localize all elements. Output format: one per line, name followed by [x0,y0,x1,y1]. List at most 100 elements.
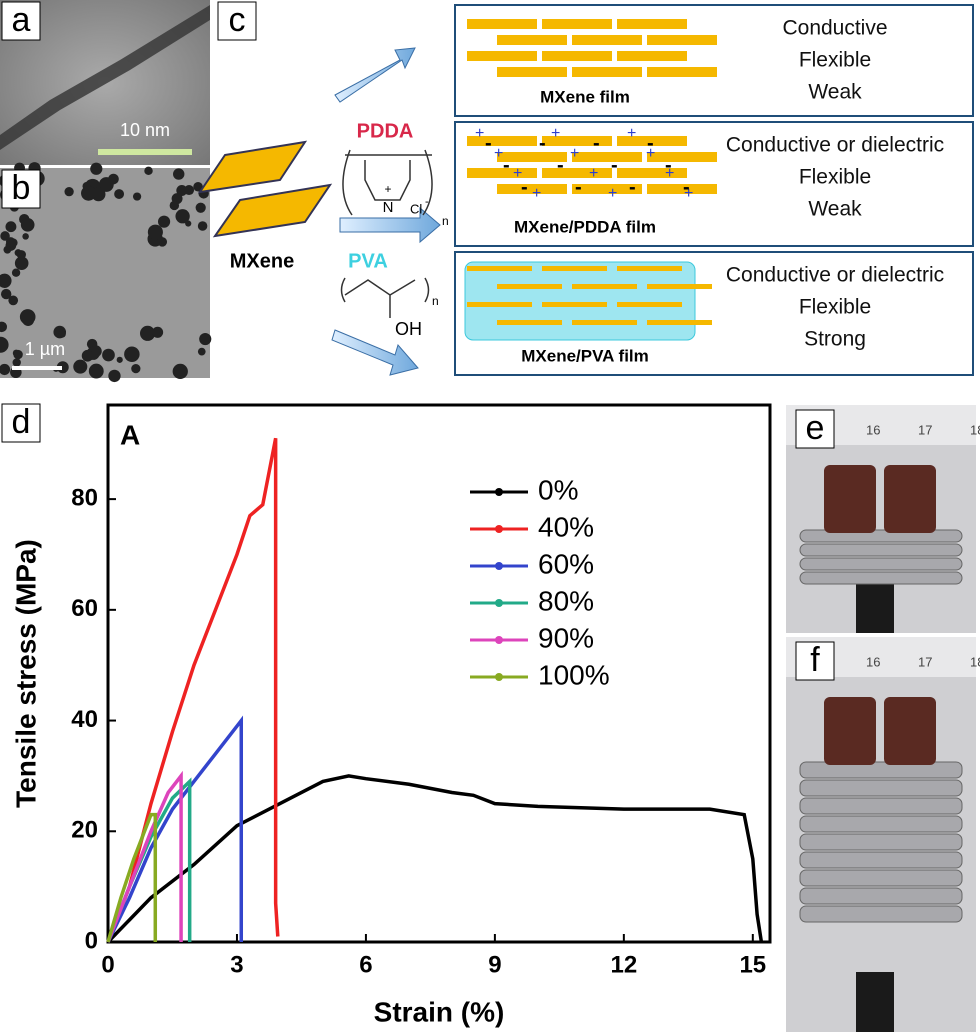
chem: n [442,214,449,228]
legend-marker [495,599,503,607]
pore [82,182,91,191]
rod [856,972,894,1032]
film-name: MXene/PVA film [521,346,649,365]
legend-marker [495,562,503,570]
scale-text: 10 nm [120,120,170,140]
flake [542,302,607,307]
charge: - [647,132,654,154]
flake [497,284,562,289]
film-property: Conductive [782,17,887,40]
flake [542,266,607,271]
charge: - [539,132,546,154]
pore [173,168,185,180]
panel-box [1,1,41,41]
flake [572,320,637,325]
chem: OH [395,319,422,339]
photos: 15161718e15161718f [786,405,980,1032]
panel-label: b [12,169,31,207]
flake [497,35,567,45]
panel-label: d [12,403,31,441]
film-property: Weak [808,81,862,104]
y-tick-label: 80 [71,484,98,511]
pore [88,363,104,379]
coin [799,869,963,887]
weight [824,465,876,533]
film-property: Conductive or dielectric [726,134,944,157]
flake [647,320,712,325]
pore [172,363,188,379]
flake [467,168,537,178]
charge: - [629,176,636,198]
coin [799,779,963,797]
flake [467,266,532,271]
flake [542,168,612,178]
film-property: Flexible [799,166,871,189]
pore [131,363,141,374]
legend-label: 90% [538,622,594,653]
x-tick-label: 6 [359,951,372,978]
flake [497,184,567,194]
legend-label: 60% [538,548,594,579]
pore [116,356,123,363]
flake [572,35,642,45]
pore [13,349,23,360]
pore [12,358,21,367]
x-axis-label: Strain (%) [374,996,505,1027]
pore [195,202,206,213]
flake [617,136,687,146]
series-line [106,715,244,943]
charge: + [627,125,636,142]
coin [799,557,963,571]
pore [0,321,8,333]
legend-label: 100% [538,659,610,690]
charge: + [589,165,598,182]
pore [197,347,206,356]
sem-pores [0,162,212,383]
x-tick-label: 0 [101,951,114,978]
charge: - [503,154,510,176]
charge: + [551,125,560,142]
pore [58,330,66,338]
pore [152,326,164,338]
legend-marker [495,525,503,533]
panel-box [217,1,257,41]
pore [8,295,19,306]
flake [647,284,712,289]
flake [647,67,717,77]
plot-frame [106,403,772,944]
sheet [212,183,333,238]
pore [108,173,119,185]
panel-label: a [12,1,31,39]
flake [617,266,682,271]
mxene-label: MXene [230,250,294,272]
ruler-number: 16 [866,654,880,669]
ruler-number: 17 [918,422,932,437]
arrow [334,47,416,103]
tem-edge [0,5,210,150]
flake [647,152,717,162]
legend-label: 40% [538,511,594,542]
charge: + [513,165,522,182]
y-tick-label: 40 [71,706,98,733]
pore [175,209,190,224]
pore [0,288,12,300]
coin [799,797,963,815]
film-property: Flexible [799,296,871,319]
weight [884,465,936,533]
series-line [106,770,183,943]
film-property: Conductive or dielectric [726,264,944,287]
ruler-number: 16 [866,422,880,437]
ruler-number: 18 [970,422,980,437]
chem: n [432,294,439,308]
arrow [331,329,419,376]
legend-label: 0% [538,474,578,505]
charge: + [532,185,541,202]
legend-marker [495,673,503,681]
charge: - [575,176,582,198]
arrow [339,206,441,244]
y-axis-label: Tensile stress (MPa) [10,539,41,808]
panel-box [1,403,41,443]
pore [0,336,9,353]
flake [542,51,612,61]
ruler-number: 18 [970,654,980,669]
